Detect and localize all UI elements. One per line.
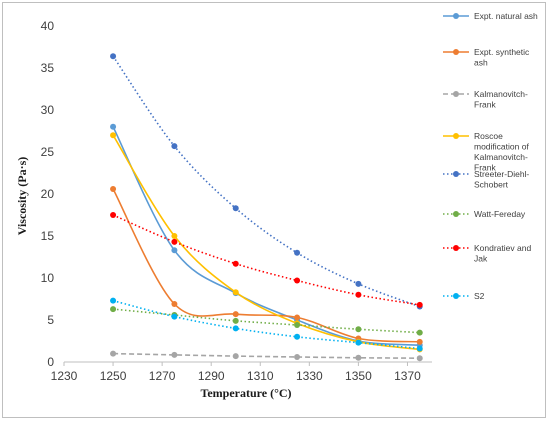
x-tick-label: 1290 — [198, 369, 225, 383]
data-point — [232, 317, 239, 324]
legend-label: Kondratiev and — [474, 243, 531, 253]
x-tick-label: 1250 — [100, 369, 127, 383]
data-point — [294, 277, 301, 284]
data-point — [355, 339, 362, 346]
data-point — [110, 132, 117, 139]
data-point — [171, 143, 178, 150]
data-point — [232, 325, 239, 332]
legend-marker — [453, 133, 459, 139]
data-point — [416, 345, 423, 352]
series-line — [113, 308, 420, 334]
legend-label: Streeter-Diehl- — [474, 169, 529, 179]
y-tick-label: 25 — [41, 145, 55, 159]
legend-label: Expt. natural ash — [474, 11, 538, 21]
legend-label: Frank — [474, 100, 496, 110]
data-point — [355, 326, 362, 333]
series-line — [112, 134, 420, 351]
series-line — [112, 299, 420, 350]
data-point — [232, 205, 239, 212]
data-point — [294, 353, 301, 360]
y-tick-label: 10 — [41, 271, 55, 285]
chart-frame — [2, 2, 546, 418]
data-point — [171, 313, 178, 320]
data-point — [355, 354, 362, 361]
series-line — [113, 352, 420, 359]
data-point — [171, 233, 178, 239]
data-point — [355, 291, 362, 298]
data-point — [171, 238, 178, 245]
y-tick-label: 0 — [47, 355, 54, 369]
data-point — [171, 351, 178, 358]
x-tick-label: 1370 — [394, 369, 421, 383]
data-point — [110, 306, 117, 313]
x-tick-label: 1230 — [51, 369, 78, 383]
legend-marker — [453, 91, 459, 97]
data-point — [232, 311, 239, 318]
legend-label: modification of — [474, 142, 529, 152]
data-point — [232, 289, 239, 296]
data-point — [110, 212, 117, 218]
data-point — [171, 301, 178, 308]
data-point — [110, 350, 117, 357]
data-point — [294, 322, 301, 329]
legend-label: Roscoe — [474, 131, 503, 141]
legend-label: Frank — [474, 163, 496, 173]
data-point — [416, 355, 423, 362]
data-point — [171, 247, 178, 254]
legend-marker — [453, 211, 459, 217]
data-point — [110, 185, 117, 192]
data-point — [294, 249, 301, 256]
legend-label: Kalmanovitch- — [474, 152, 528, 162]
axes: Viscosity (Pa·s) Temperature (°C) 0 5 10 15… — [15, 19, 432, 400]
legend-marker — [453, 245, 459, 251]
series-line — [112, 188, 420, 343]
data-point — [416, 338, 423, 345]
series-line — [112, 126, 420, 346]
legend-marker — [453, 293, 459, 299]
data-point — [294, 333, 301, 340]
legend-label: Watt-Fereday — [474, 209, 526, 219]
legend-label: Expt. synthetic — [474, 47, 530, 57]
y-tick-label: 40 — [41, 19, 55, 33]
legend-label: ash — [474, 58, 488, 68]
legend-marker — [453, 49, 459, 55]
data-point — [416, 301, 423, 308]
y-tick-label: 15 — [41, 229, 55, 243]
data-point — [110, 297, 117, 304]
legend-label: Kalmanovitch- — [474, 89, 528, 99]
legend-label: Jak — [474, 254, 488, 264]
data-point — [232, 260, 239, 267]
y-tick-label: 30 — [41, 103, 55, 117]
y-tick-label: 5 — [47, 313, 54, 327]
data-point — [232, 353, 239, 360]
data-point — [110, 53, 117, 60]
y-axis-title: Viscosity (Pa·s) — [15, 157, 29, 236]
data-point — [110, 123, 117, 130]
series-line — [112, 214, 420, 306]
data-point — [294, 314, 301, 321]
series-line — [112, 55, 420, 308]
y-tick-label: 35 — [41, 61, 55, 75]
legend-label: Schobert — [474, 180, 509, 190]
x-tick-label: 1310 — [247, 369, 274, 383]
y-tick-label: 20 — [41, 187, 55, 201]
legend-label: S2 — [474, 291, 485, 301]
data-point — [355, 280, 362, 287]
x-tick-label: 1350 — [345, 369, 372, 383]
data-point — [416, 329, 423, 336]
legend-marker — [453, 171, 459, 177]
x-tick-label: 1270 — [149, 369, 176, 383]
legend-marker — [453, 13, 459, 19]
x-tick-label: 1330 — [296, 369, 323, 383]
plot-area — [110, 53, 423, 362]
x-axis-title: Temperature (°C) — [200, 386, 291, 400]
